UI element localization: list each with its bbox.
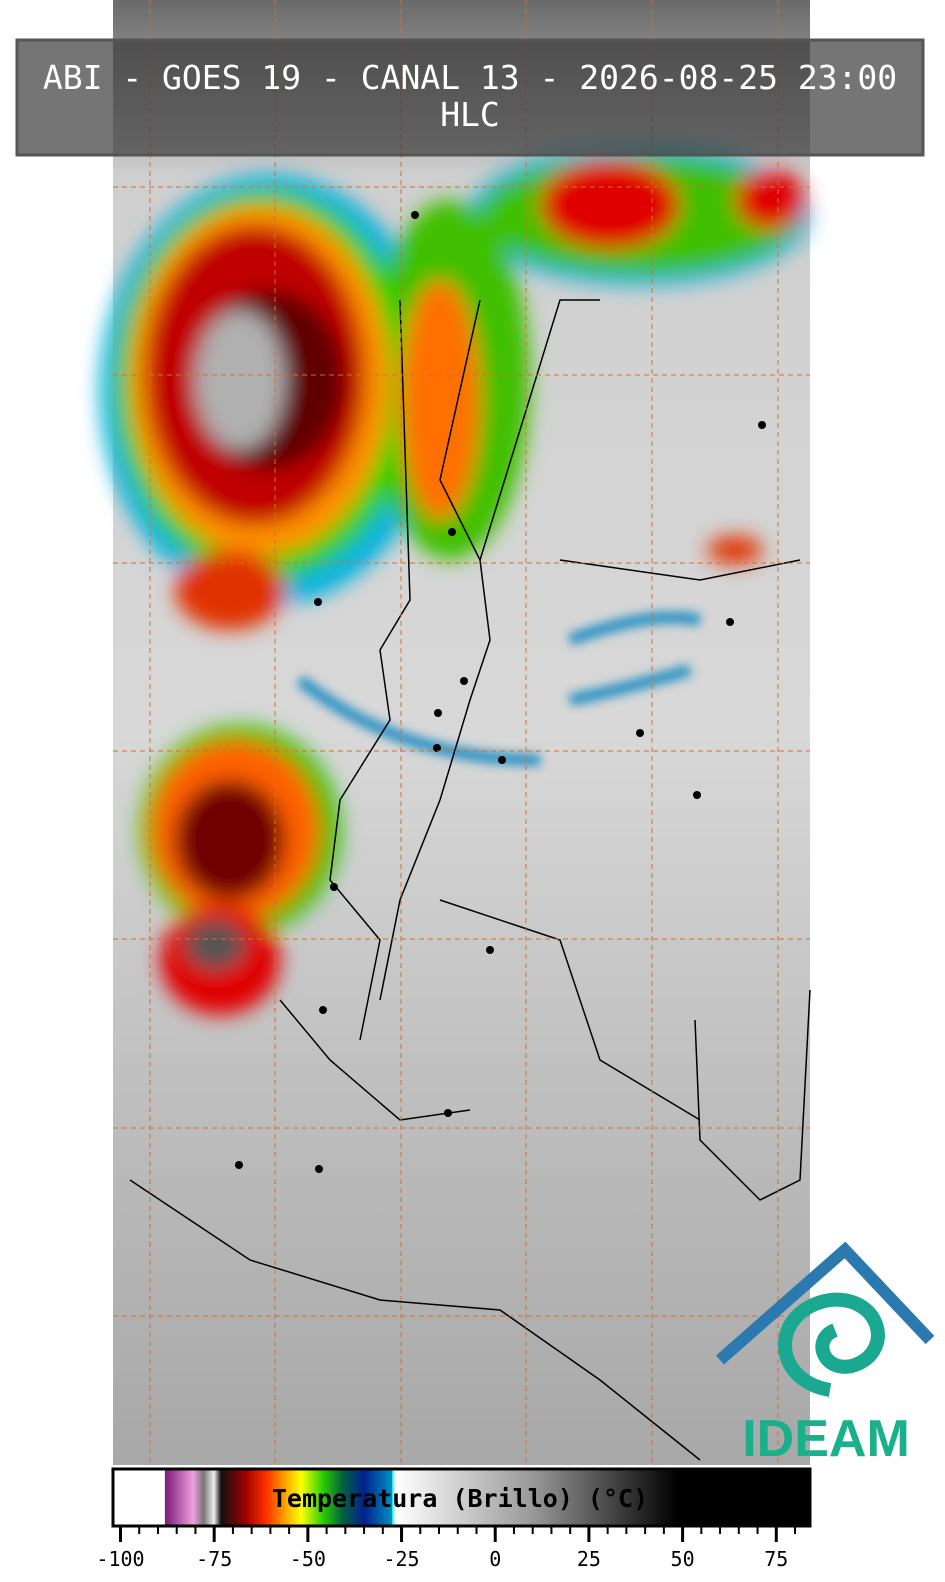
title-box bbox=[15, 38, 925, 157]
tick-label: 50 bbox=[671, 1547, 695, 1571]
tick-label: -100 bbox=[96, 1547, 144, 1571]
tick-label: -75 bbox=[196, 1547, 232, 1571]
tick-label: -25 bbox=[383, 1547, 419, 1571]
title: ABI - GOES 19 - CANAL 13 - 2026-08-25 23… bbox=[43, 58, 897, 97]
tick-label: 75 bbox=[764, 1547, 788, 1571]
logo: IDEAM bbox=[716, 1241, 935, 1468]
tick-label: 0 bbox=[489, 1547, 501, 1571]
colorbar: Temperatura (Brillo) (°C) bbox=[111, 1467, 812, 1528]
colorbar-label: Temperatura (Brillo) (°C) bbox=[272, 1484, 648, 1513]
tick-label: -50 bbox=[290, 1547, 326, 1571]
logo-text: IDEAM bbox=[742, 1410, 910, 1468]
subtitle: HLC bbox=[440, 95, 500, 134]
tick-label: 25 bbox=[577, 1547, 601, 1571]
satellite-image bbox=[100, 0, 811, 1465]
